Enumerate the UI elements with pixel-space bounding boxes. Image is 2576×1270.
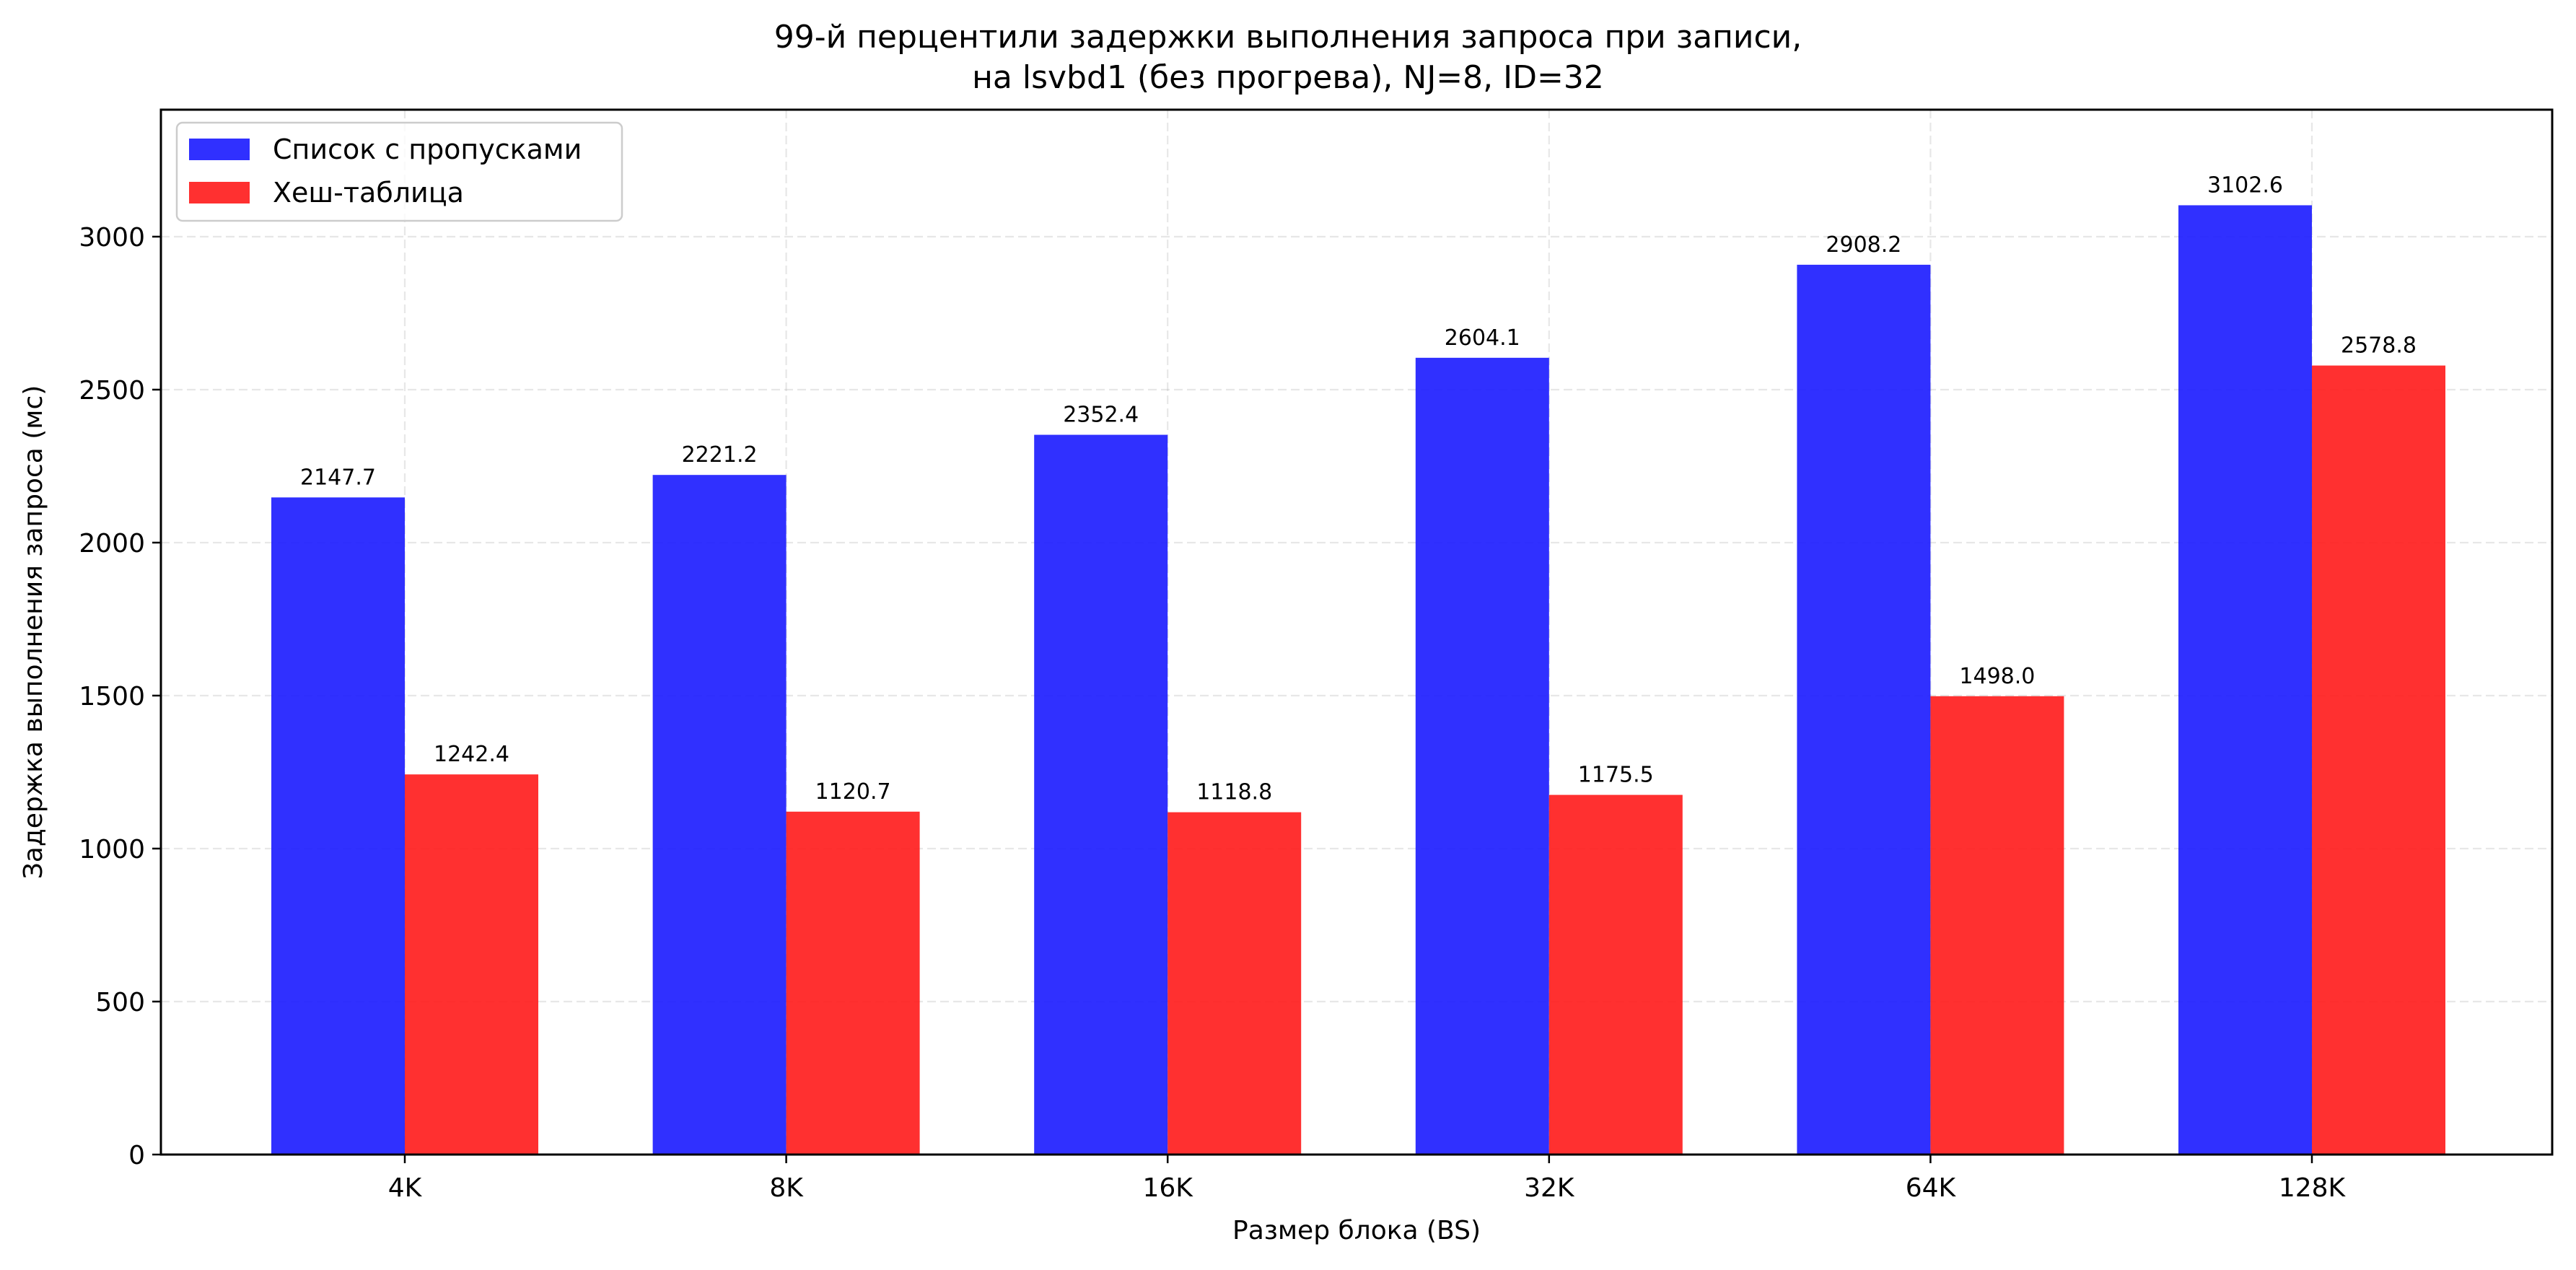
y-tick-label-6: 3000 xyxy=(79,223,145,253)
y-tick-label-1: 500 xyxy=(95,988,145,1017)
y-tick-label-5: 2500 xyxy=(79,376,145,406)
legend-swatch-hashtable xyxy=(189,182,250,203)
bar-series1-32K xyxy=(1548,794,1683,1155)
x-axis: 4K 8K 16K 32K 64K 128K xyxy=(388,1155,2347,1203)
data-label-series0-8K: 2221.2 xyxy=(682,442,758,468)
legend-box xyxy=(175,121,623,222)
bar-series1-128K xyxy=(2312,365,2445,1155)
bar-series1-16K xyxy=(1167,812,1302,1155)
data-label-series0-16K: 2352.4 xyxy=(1063,403,1139,428)
data-label-series1-8K: 1120.7 xyxy=(815,779,891,805)
bar-series1-8K xyxy=(786,811,920,1155)
chart-title-line-2: на lsvbd1 (без прогрева), NJ=8, ID=32 xyxy=(972,59,1604,96)
bar-series0-128K xyxy=(2178,205,2312,1155)
y-tick-label-4: 2000 xyxy=(79,529,145,559)
data-label-series1-32K: 1175.5 xyxy=(1578,763,1654,788)
y-axis-label: Задержка выполнения запроса (мс) xyxy=(19,385,48,880)
bar-series0-32K xyxy=(1415,357,1549,1155)
legend-swatch-skiplist xyxy=(189,139,250,160)
data-labels: 2147.7 2221.2 2352.4 2604.1 2908.2 3102.6 1242… xyxy=(300,172,2417,805)
y-axis: 0 500 1000 1500 2000 2500 3000 xyxy=(79,223,161,1170)
x-axis-label: Размер блока (BS) xyxy=(1232,1216,1481,1245)
x-tick-label-1: 8K xyxy=(769,1173,804,1203)
x-tick-label-2: 16K xyxy=(1142,1173,1193,1203)
x-tick-label-5: 128K xyxy=(2279,1173,2347,1203)
x-tick-label-3: 32K xyxy=(1524,1173,1575,1203)
bar-series0-16K xyxy=(1034,434,1168,1155)
bar-series1-64K xyxy=(1930,696,2064,1155)
bar-series0-8K xyxy=(652,475,787,1155)
y-tick-label-3: 1500 xyxy=(79,682,145,711)
x-tick-label-4: 64K xyxy=(1906,1173,1957,1203)
plot-area-frame xyxy=(159,108,2554,1156)
y-tick-label-2: 1000 xyxy=(79,835,145,864)
data-label-series1-128K: 2578.8 xyxy=(2341,333,2417,359)
bar-series1-4K xyxy=(405,774,538,1155)
x-tick-label-0: 4K xyxy=(388,1173,423,1203)
legend-label-skiplist: Список с пропусками xyxy=(273,133,582,165)
data-label-series0-128K: 3102.6 xyxy=(2207,172,2283,198)
data-label-series1-64K: 1498.0 xyxy=(1959,664,2035,689)
bars xyxy=(271,205,2445,1155)
y-tick-label-0: 0 xyxy=(128,1141,145,1170)
chart-title-line-1: 99-й перцентили задержки выполнения запр… xyxy=(774,19,1802,56)
data-label-series0-64K: 2908.2 xyxy=(1826,232,1901,258)
data-label-series0-4K: 2147.7 xyxy=(300,465,376,490)
legend-label-hashtable: Хеш-таблица xyxy=(273,177,464,209)
bar-series0-64K xyxy=(1797,264,1931,1155)
data-label-series1-4K: 1242.4 xyxy=(434,742,509,767)
legend: Список с пропусками Хеш-таблица xyxy=(175,121,623,222)
data-label-series0-32K: 2604.1 xyxy=(1445,325,1520,351)
data-label-series1-16K: 1118.8 xyxy=(1196,780,1272,805)
bar-series0-4K xyxy=(271,497,405,1155)
